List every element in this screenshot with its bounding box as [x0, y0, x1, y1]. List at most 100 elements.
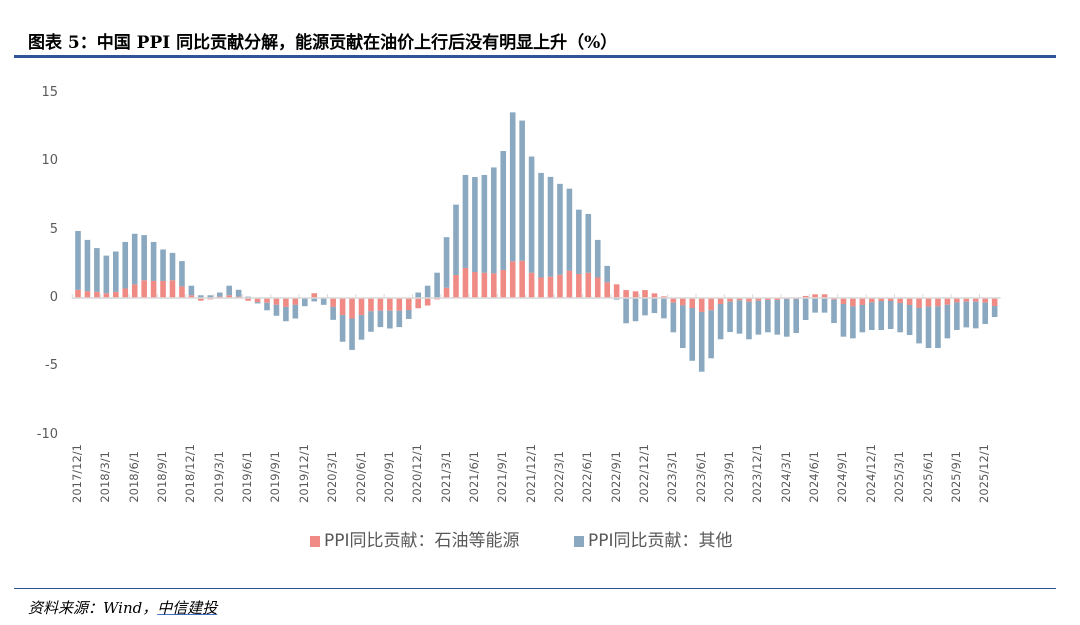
bar-energy-2019-4: [226, 295, 232, 298]
bar-energy-2018-1: [84, 291, 91, 298]
x-tick-label: 2023/6/1: [693, 451, 708, 503]
x-tick-label: 2023/12/1: [750, 444, 765, 503]
y-tick-label: -10: [36, 426, 58, 442]
legend-label-other: PPI同比贡献：其他: [588, 531, 733, 551]
bar-other-2018-8: [150, 241, 157, 281]
bar-energy-2019-8: [264, 298, 270, 303]
bar-energy-2022-2: [547, 276, 554, 298]
bar-other-2019-5: [235, 289, 242, 297]
bar-energy-2021-11: [519, 260, 525, 298]
bar-other-2026-1: [991, 306, 998, 318]
bar-other-2019-1: [198, 295, 204, 298]
bar-energy-2019-11: [292, 298, 299, 305]
bar-energy-2020-12: [415, 298, 421, 309]
figure-title: 图表 5：中国 PPI 同比贡献分解，能源贡献在油价上行后没有明显上升（%）: [28, 33, 618, 53]
bar-other-2022-4: [566, 188, 573, 271]
bar-other-2024-7: [821, 298, 828, 313]
bar-other-2022-8: [604, 265, 610, 283]
bar-energy-2018-3: [103, 293, 110, 298]
x-tick-label: 2025/3/1: [892, 451, 907, 503]
bar-other-2022-6: [585, 213, 592, 273]
bar-energy-2025-8: [944, 298, 951, 305]
bar-other-2019-8: [264, 302, 270, 311]
bar-energy-2020-3: [330, 298, 336, 307]
bar-energy-2020-10: [396, 298, 403, 311]
bar-other-2020-5: [349, 318, 355, 350]
bar-energy-2022-9: [613, 284, 620, 298]
bar-other-2018-5: [122, 241, 129, 289]
bar-other-2020-7: [368, 311, 374, 332]
x-tick-label: 2024/9/1: [835, 451, 850, 503]
bar-other-2018-9: [160, 249, 166, 281]
bar-energy-2018-7: [141, 280, 147, 298]
bar-other-2021-6: [472, 177, 478, 273]
bar-other-2022-9: [613, 298, 620, 300]
bar-other-2024-9: [840, 304, 847, 337]
bar-energy-2026-1: [991, 298, 998, 307]
ppi-contribution-chart: [71, 112, 1001, 372]
bar-energy-2023-3: [670, 298, 677, 303]
x-tick-label: 2022/9/1: [608, 451, 623, 503]
bar-energy-2021-6: [472, 272, 478, 298]
bar-other-2018-10: [169, 252, 176, 281]
bar-energy-2024-6: [812, 294, 818, 298]
x-tick-label: 2022/3/1: [551, 451, 566, 503]
bar-other-2020-2: [320, 298, 327, 305]
bar-energy-2023-6: [698, 298, 705, 312]
bar-energy-2018-6: [131, 284, 138, 298]
bar-other-2025-5: [916, 307, 922, 344]
bar-energy-2023-8: [717, 298, 724, 305]
bar-energy-2025-1: [878, 298, 885, 302]
bar-energy-2025-12: [982, 298, 988, 303]
x-tick-label: 2018/12/1: [183, 444, 198, 503]
y-tick-label: 10: [41, 153, 58, 169]
bar-other-2025-12: [982, 302, 988, 324]
bar-energy-2025-9: [954, 298, 960, 303]
bar-other-2023-8: [717, 304, 724, 340]
bar-other-2022-11: [632, 298, 639, 322]
x-tick-label: 2020/3/1: [325, 451, 340, 503]
bar-other-2023-9: [727, 301, 733, 333]
bar-other-2018-7: [141, 235, 147, 281]
bar-energy-2025-4: [906, 298, 913, 305]
bar-energy-2024-2: [774, 298, 781, 301]
bar-energy-2020-9: [387, 298, 393, 311]
bar-other-2021-11: [519, 120, 525, 261]
bar-other-2019-10: [283, 306, 289, 322]
bar-other-2025-1: [878, 301, 885, 330]
bar-other-2019-9: [273, 304, 280, 316]
bar-energy-2025-7: [935, 298, 941, 307]
source-brand-link[interactable]: 中信建投: [157, 599, 218, 617]
bar-energy-2023-5: [689, 298, 696, 308]
bar-other-2019-3: [216, 292, 223, 297]
bar-energy-2019-9: [273, 298, 280, 305]
bar-energy-2025-11: [972, 298, 979, 302]
bar-other-2024-11: [859, 304, 866, 333]
x-tick-label: 2018/9/1: [155, 451, 170, 503]
bar-other-2022-12: [642, 298, 648, 316]
bar-other-2025-6: [925, 306, 932, 349]
bar-energy-2021-10: [509, 261, 516, 298]
bar-other-2022-1: [538, 172, 544, 278]
x-tick-label: 2025/9/1: [948, 451, 963, 503]
bar-energy-2021-12: [528, 272, 535, 298]
bar-energy-2025-2: [887, 298, 894, 302]
x-tick-label: 2025/6/1: [920, 451, 935, 503]
bar-other-2024-2: [774, 300, 781, 335]
bars: [75, 112, 998, 372]
bar-other-2021-1: [424, 285, 431, 298]
bar-other-2023-1: [651, 298, 658, 314]
bar-energy-2018-9: [160, 280, 166, 298]
bar-energy-2024-1: [765, 298, 771, 301]
bar-other-2018-6: [131, 233, 138, 285]
bar-other-2018-11: [179, 261, 185, 287]
x-tick-label: 2018/6/1: [126, 451, 141, 503]
bar-other-2021-4: [453, 204, 459, 276]
bar-energy-2022-3: [557, 274, 563, 298]
bar-other-2019-4: [226, 285, 232, 296]
bar-energy-2018-11: [179, 286, 185, 298]
bar-other-2018-1: [84, 239, 91, 292]
source-prefix: 资料来源：Wind，: [28, 599, 158, 617]
x-tick-label: 2023/9/1: [722, 451, 737, 503]
bar-energy-2019-6: [245, 298, 251, 301]
